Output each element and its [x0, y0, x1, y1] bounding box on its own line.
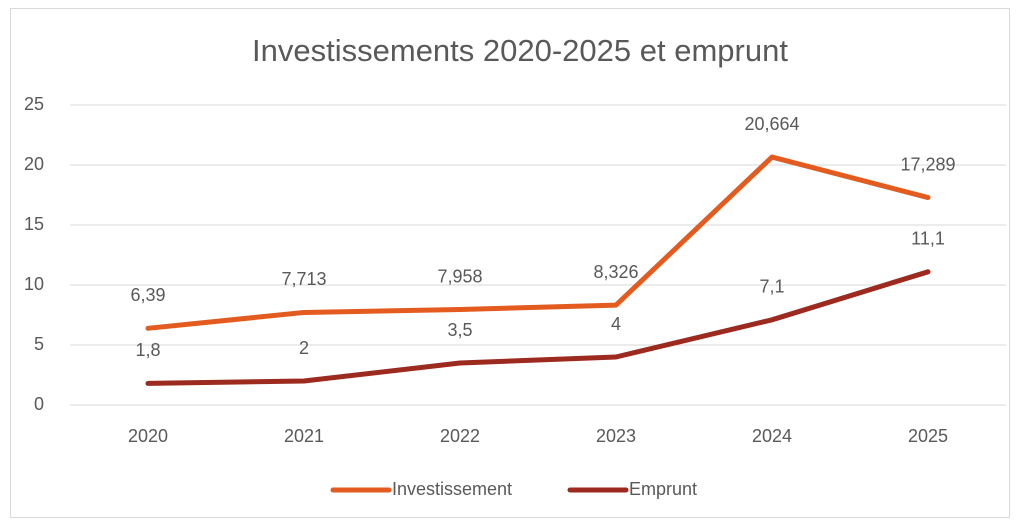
x-tick-label: 2023: [596, 426, 636, 446]
data-label: 7,713: [281, 269, 326, 289]
x-tick-label: 2022: [440, 426, 480, 446]
data-label: 17,289: [900, 154, 955, 174]
data-label: 11,1: [911, 229, 945, 249]
y-tick-label: 15: [24, 214, 44, 234]
legend-label: Emprunt: [629, 479, 697, 499]
y-tick-label: 20: [24, 154, 44, 174]
chart-border: [10, 8, 1010, 518]
data-label: 7,958: [437, 266, 482, 286]
x-tick-label: 2025: [908, 426, 948, 446]
data-label: 7,1: [759, 277, 784, 297]
x-tick-label: 2021: [284, 426, 324, 446]
data-label: 8,326: [593, 262, 638, 282]
series-line: [145, 154, 931, 331]
data-label: 4: [611, 314, 621, 334]
x-tick-label: 2024: [752, 426, 792, 446]
y-tick-label: 10: [24, 274, 44, 294]
y-tick-label: 5: [34, 334, 44, 354]
data-label: 2: [299, 338, 309, 358]
chart-title: Investissements 2020-2025 et emprunt: [252, 33, 788, 68]
x-tick-label: 2020: [128, 426, 168, 446]
legend-label: Investissement: [392, 479, 512, 499]
y-tick-label: 0: [34, 394, 44, 414]
series-line: [145, 269, 931, 386]
data-label: 3,5: [447, 320, 472, 340]
data-label: 6,39: [130, 285, 165, 305]
y-tick-label: 25: [24, 94, 44, 114]
data-label: 1,8: [135, 340, 160, 360]
data-label: 20,664: [744, 114, 799, 134]
